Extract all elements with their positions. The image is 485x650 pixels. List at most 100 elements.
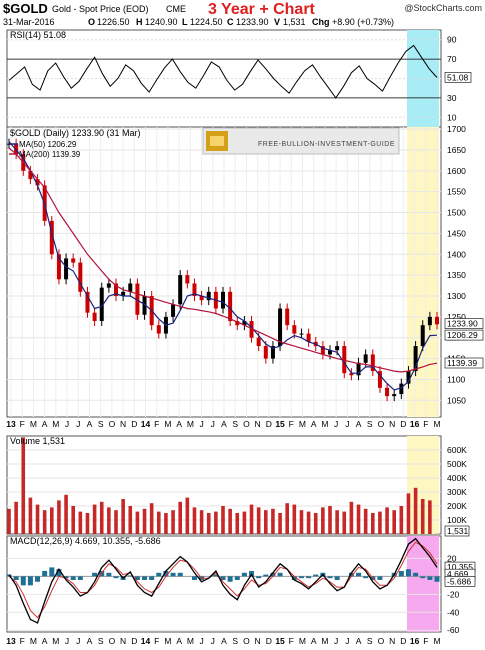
price-body	[171, 304, 176, 317]
svg-text:C: C	[227, 17, 234, 27]
month-label: F	[154, 419, 159, 429]
macd-tick-label: 20	[447, 553, 457, 563]
volume-bar	[21, 437, 26, 534]
volume-bar	[356, 504, 361, 534]
volume-bar	[14, 501, 18, 534]
volume-bar	[264, 510, 268, 534]
volume-bar	[178, 501, 182, 534]
macd-hist-bar	[313, 574, 319, 577]
month-label: J	[76, 419, 80, 429]
month-label: J	[334, 419, 338, 429]
svg-text:1,531: 1,531	[283, 17, 306, 27]
volume-title: Volume 1,531	[10, 436, 65, 446]
watermark-logo: FREE-BULLION-INVESTMENT-GUIDE	[202, 127, 400, 155]
volume-bar	[228, 508, 232, 534]
macd-frame	[6, 535, 442, 633]
rsi-title: RSI(14) 51.08	[10, 30, 66, 40]
month-label: M	[321, 419, 328, 429]
macd-hist-bar	[398, 570, 404, 577]
price-body	[199, 295, 204, 301]
month-label: F	[423, 419, 428, 429]
rsi-tick-label: 90	[447, 35, 457, 45]
price-body	[49, 220, 54, 255]
price-tick-label: 1450	[447, 228, 466, 238]
macd-hist-bar	[156, 572, 162, 577]
month-label: F	[289, 419, 294, 429]
svg-text:10.355: 10.355	[447, 562, 473, 572]
macd-month-label: M	[187, 636, 194, 646]
volume-bar	[235, 513, 240, 534]
price-body	[356, 362, 361, 376]
macd-hist-bar	[263, 574, 269, 577]
macd-hist-bar	[277, 572, 283, 577]
macd-month-label: M	[52, 636, 59, 646]
macd-month-label: A	[42, 636, 48, 646]
price-body	[221, 291, 225, 309]
volume-bar	[413, 487, 418, 534]
volume-bar	[221, 506, 225, 534]
volume-bar	[57, 500, 61, 534]
macd-hist-last-value: -5.686	[444, 576, 476, 587]
price-body	[99, 287, 104, 322]
rsi-tick-label: 10	[447, 112, 457, 122]
price-tick-label: 1500	[447, 208, 466, 218]
macd-hist-bar	[134, 576, 140, 580]
volume-bar	[392, 510, 396, 534]
month-label: 14	[141, 419, 151, 429]
volume-bar	[206, 513, 211, 534]
macd-tick-label: -60	[447, 625, 460, 635]
volume-bar	[42, 510, 47, 534]
macd-hist-bar	[291, 576, 297, 580]
macd-hist-bar	[377, 576, 383, 580]
price-body	[156, 325, 161, 334]
macd-hist-bar	[106, 572, 112, 577]
price-tick-label: 1050	[447, 395, 466, 405]
svg-text:1139.39: 1139.39	[447, 358, 477, 368]
macd-hist-bar	[234, 576, 240, 580]
month-label: M	[187, 419, 194, 429]
svg-text:+8.90 (+0.73%): +8.90 (+0.73%)	[332, 17, 394, 27]
macd-month-label: A	[356, 636, 362, 646]
price-body	[377, 371, 382, 388]
rsi-last-value: 51.08	[444, 72, 472, 83]
volume-bar	[378, 511, 382, 534]
price-highlight	[407, 127, 439, 417]
price-body	[71, 258, 76, 263]
macd-hist-bar	[63, 576, 69, 579]
price-body	[299, 333, 304, 335]
macd-hist-bar	[405, 569, 411, 577]
price-body	[206, 291, 211, 301]
price-body	[14, 143, 19, 155]
price-body	[413, 346, 418, 372]
macd-month-label: F	[423, 636, 428, 646]
rsi-line	[8, 44, 438, 99]
price-last-value: 1233.90	[444, 318, 484, 329]
price-tick-label: 1700	[447, 124, 466, 134]
volume-bar	[278, 513, 282, 534]
svg-text:O: O	[88, 17, 95, 27]
ma50-line	[8, 141, 438, 391]
month-label: J	[65, 419, 69, 429]
macd-hist-bar	[77, 576, 83, 580]
price-body	[56, 254, 61, 280]
macd-hist-bar	[241, 572, 247, 577]
month-label: M	[433, 419, 440, 429]
macd-month-label: J	[345, 636, 349, 646]
price-body	[370, 354, 375, 372]
volume-last-value: 1,531	[444, 525, 470, 537]
volume-bar	[249, 504, 254, 534]
price-tick-label: 1300	[447, 291, 466, 301]
svg-text:-5.686: -5.686	[447, 576, 471, 586]
price-body	[142, 295, 147, 315]
volume-bar	[121, 499, 125, 534]
macd-month-label: D	[400, 636, 406, 646]
volume-bar	[214, 511, 218, 534]
price-tick-label: 1600	[447, 166, 466, 176]
price-body	[114, 283, 118, 296]
svg-text:1224.50: 1224.50	[190, 17, 223, 27]
price-tick-label: 1550	[447, 187, 466, 197]
month-label: A	[221, 419, 227, 429]
watermark-text: FREE-BULLION-INVESTMENT-GUIDE	[258, 141, 395, 148]
price-body	[278, 308, 283, 347]
macd-hist-bar	[413, 572, 419, 577]
